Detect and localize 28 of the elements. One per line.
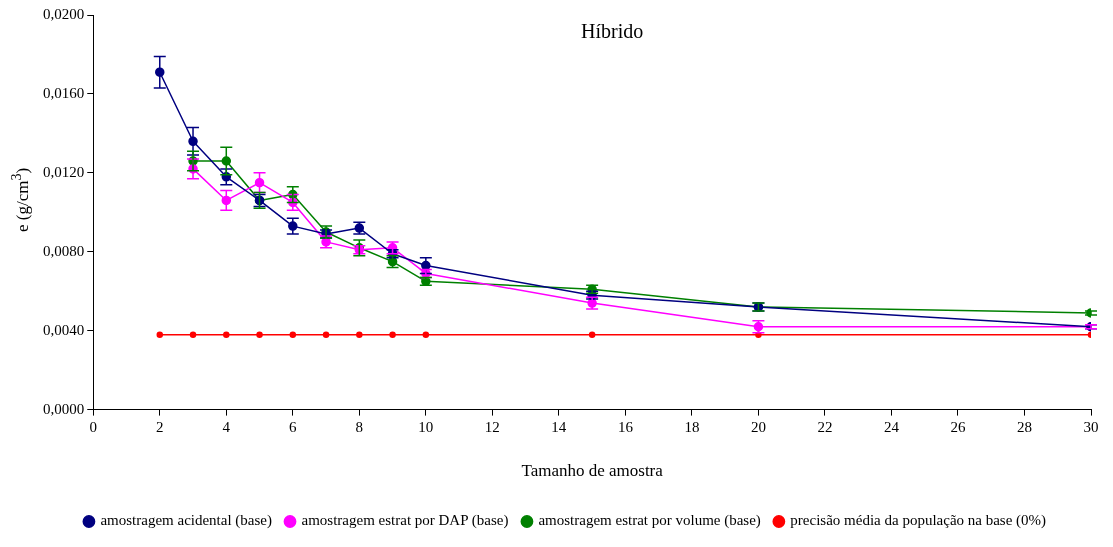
chart-title: Híbrido	[581, 20, 644, 43]
x-tick-label: 24	[883, 418, 900, 435]
x-tick-label: 16	[617, 418, 634, 435]
x-tick-label: 14	[551, 418, 567, 435]
y-tick-label: 0,0080	[43, 242, 85, 259]
x-tick-label: 12	[484, 418, 500, 435]
y-tick-label: 0,0200	[43, 5, 85, 22]
legend-label: amostragem estrat por volume (base)	[538, 512, 761, 530]
legend-label: amostragem estrat por DAP (base)	[301, 512, 509, 530]
x-tick-label: 18	[684, 418, 700, 435]
x-tick-label: 10	[418, 418, 434, 435]
legend-label: precisão média da população na base (0%)	[790, 512, 1047, 530]
x-tick-label: 20	[750, 418, 766, 435]
y-tick-label: 0,0040	[43, 321, 85, 338]
x-tick-label: 28	[1016, 418, 1032, 435]
x-tick-label: 0	[89, 418, 97, 435]
x-axis-title: Tamanho de amostra	[521, 461, 664, 481]
x-tick-label: 6	[289, 418, 298, 435]
y-tick-label: 0,0160	[43, 84, 85, 101]
x-tick-label: 4	[222, 418, 231, 435]
x-tick-label: 30	[1083, 418, 1099, 435]
legend-label: amostragem acidental (base)	[100, 512, 273, 530]
x-tick-label: 8	[355, 418, 364, 435]
x-tick-label: 26	[950, 418, 966, 435]
y-tick-label: 0,0000	[43, 400, 85, 417]
x-tick-label: 2	[156, 418, 164, 435]
x-tick-label: 22	[817, 418, 833, 435]
y-tick-label: 0,0120	[43, 163, 85, 180]
